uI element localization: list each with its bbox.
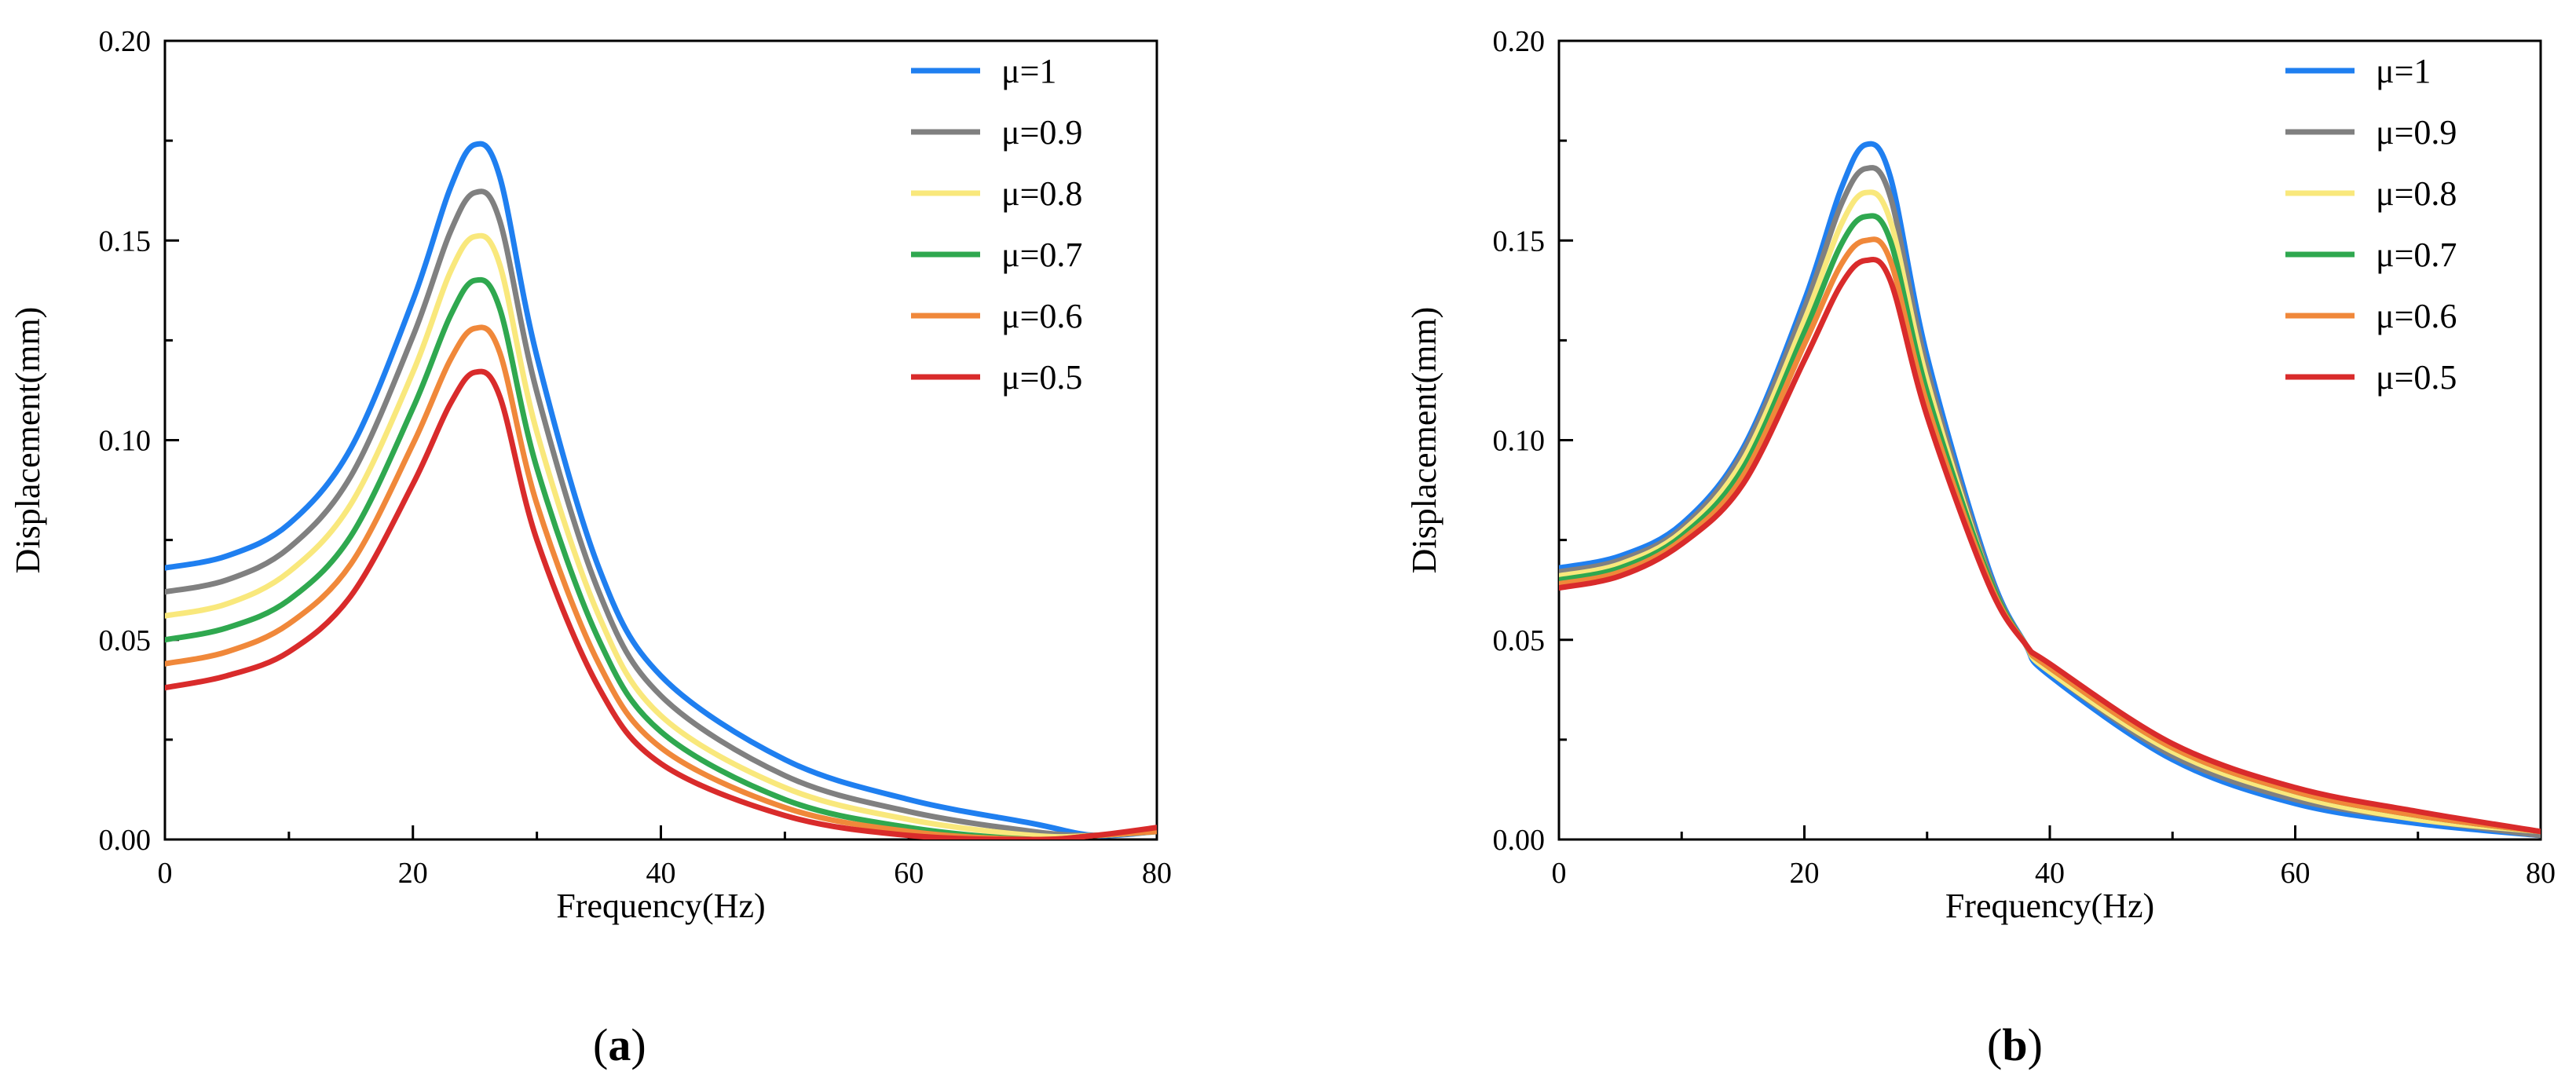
series-line-4 — [165, 276, 1157, 839]
panel-label: (a) — [593, 1019, 646, 1070]
series-line-3 — [165, 232, 1157, 839]
x-tick-label: 80 — [1142, 857, 1172, 890]
y-tick-label: 0.00 — [99, 824, 152, 857]
y-tick-label: 0.15 — [99, 225, 152, 258]
x-tick-label: 60 — [2281, 857, 2311, 890]
plot-frame — [1557, 39, 2542, 841]
x-tick-label: 20 — [1790, 857, 1820, 890]
y-tick-label: 0.05 — [1493, 624, 1546, 657]
legend-label: μ=0.8 — [1001, 174, 1082, 213]
series-line-5 — [165, 324, 1157, 839]
legend-label: μ=0.8 — [2376, 174, 2457, 213]
y-tick-label: 0.10 — [1493, 425, 1546, 458]
y-tick-label: 0.10 — [99, 425, 152, 458]
series-line-2 — [165, 188, 1157, 839]
x-tick-label: 80 — [2526, 857, 2556, 890]
series-line-3 — [1559, 189, 2541, 835]
legend-label: μ=0.5 — [2376, 358, 2457, 397]
y-axis-title: Displacement(mm) — [1405, 307, 1444, 574]
series-group — [1559, 141, 2541, 839]
legend-label: μ=1 — [2376, 52, 2431, 90]
x-tick-label: 40 — [646, 857, 676, 890]
x-tick-label: 60 — [894, 857, 924, 890]
panel-a-chart: 0 20 40 60 80 0.00 0.05 0.10 0.15 0.20 Frequency(H… — [9, 25, 1172, 1070]
series-line-6 — [165, 368, 1157, 839]
legend-label: μ=0.7 — [2376, 236, 2457, 274]
legend-label: μ=1 — [1001, 52, 1056, 90]
series-line-5 — [1559, 236, 2541, 835]
legend-label: μ=0.6 — [2376, 297, 2457, 335]
y-tick-label: 0.00 — [1493, 824, 1546, 857]
legend-label: μ=0.5 — [1001, 358, 1082, 397]
panel-b-chart: 0 20 40 60 80 0.00 0.05 0.10 0.15 0.20 Frequency(H… — [1405, 25, 2556, 1070]
series-line-1 — [165, 141, 1157, 839]
series-line-2 — [1559, 165, 2541, 839]
legend-label: μ=0.7 — [1001, 236, 1082, 274]
plot-frame — [163, 39, 1158, 841]
legend-label: μ=0.9 — [1001, 113, 1082, 152]
x-tick-label: 20 — [398, 857, 428, 890]
legend-label: μ=0.9 — [2376, 113, 2457, 152]
x-tick-label: 0 — [1552, 857, 1567, 890]
y-tick-label: 0.05 — [99, 624, 152, 657]
y-tick-label: 0.20 — [1493, 25, 1546, 58]
series-line-6 — [1559, 257, 2541, 835]
y-axis-title: Displacement(mm) — [9, 307, 47, 574]
series-group — [165, 141, 1157, 839]
x-axis-title: Frequency(Hz) — [1945, 887, 2154, 925]
x-axis-title: Frequency(Hz) — [556, 887, 765, 925]
y-tick-label: 0.15 — [1493, 225, 1546, 258]
x-tick-label: 0 — [158, 857, 173, 890]
y-tick-label: 0.20 — [99, 25, 152, 58]
legend-label: μ=0.6 — [1001, 297, 1082, 335]
panel-letter: a — [608, 1019, 631, 1070]
x-tick-label: 40 — [2035, 857, 2065, 890]
panel-letter: b — [2002, 1019, 2027, 1070]
panel-label: (b) — [1987, 1019, 2043, 1070]
